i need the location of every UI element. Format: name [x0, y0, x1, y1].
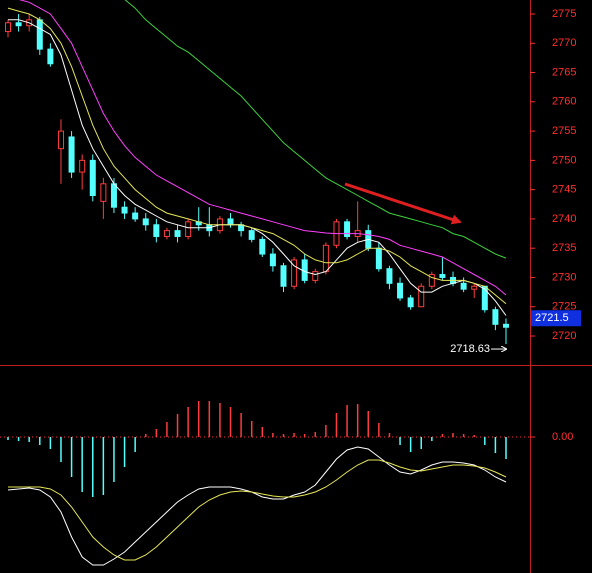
candle-body: [174, 230, 181, 237]
candle-body: [503, 323, 509, 328]
candle-body: [132, 212, 139, 220]
line-series: [8, 459, 507, 561]
candle-body: [36, 19, 43, 50]
y-tick-label: 2730: [552, 271, 576, 283]
candle-body: [492, 309, 499, 325]
axes: 2720 2725 2730 2735 2740 2745 2750 2755 2760 2765…: [530, 8, 581, 443]
trend-arrow: [344, 182, 462, 225]
candle-body: [121, 206, 128, 214]
line-series: [7, 7, 507, 305]
candle-body: [15, 22, 22, 27]
candle-body: [280, 265, 287, 287]
low-label: 2718.63: [450, 343, 490, 355]
candle-body: [471, 285, 478, 290]
candle-body: [68, 136, 75, 173]
candle-body: [418, 285, 425, 308]
last-price-box: [531, 310, 581, 327]
y-tick-label: 2770: [552, 37, 576, 49]
candle-body: [185, 221, 192, 237]
y-tick-label: 2765: [552, 66, 576, 78]
line-series: [7, 446, 507, 566]
candle-body: [79, 159, 86, 173]
y-tick-label: 2755: [552, 125, 576, 137]
price-panel: [5, 0, 509, 345]
y-tick-label: 2745: [552, 184, 576, 196]
candle-body: [5, 22, 11, 33]
y-tick-label: 2740: [552, 213, 576, 225]
candle-body: [439, 274, 446, 278]
candle-body: [375, 247, 382, 270]
candle-body: [344, 221, 351, 237]
candle-body: [269, 253, 276, 267]
y-tick-label: 2720: [552, 330, 576, 342]
line-series: [124, 0, 507, 259]
y-tick-label: 2735: [552, 242, 576, 254]
y-tick-label: 2725: [552, 301, 576, 313]
last-price-label: 2721.5: [535, 312, 569, 324]
y-tick-label: 2775: [552, 8, 576, 20]
candle-body: [407, 297, 414, 308]
candle-body: [100, 183, 107, 202]
candle-body: [153, 224, 160, 237]
candle-body: [57, 130, 64, 150]
macd-panel: [0, 401, 530, 566]
y-tick-label: 2760: [552, 96, 576, 108]
candle-body: [397, 282, 404, 299]
candle-body: [163, 230, 170, 237]
candle-body: [227, 218, 234, 226]
candle-body: [47, 48, 54, 65]
y-tick-label: 2750: [552, 154, 576, 166]
y-tick-label: 0.00: [552, 431, 573, 443]
candle-body: [428, 274, 435, 287]
line-series: [8, 19, 507, 316]
candle-body: [142, 218, 149, 226]
candle-body: [460, 282, 467, 290]
candle-body: [259, 238, 266, 255]
candle-body: [322, 244, 329, 273]
candle-body: [312, 271, 319, 281]
candle-body: [386, 268, 393, 284]
candle-body: [110, 183, 117, 208]
candle-body: [291, 259, 298, 287]
line-series: [18, 0, 507, 296]
candle-body: [89, 159, 96, 196]
candle-body: [248, 230, 255, 240]
